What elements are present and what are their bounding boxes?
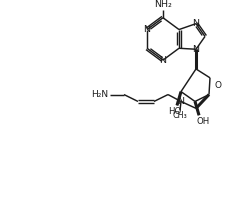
Text: N: N [177,97,184,106]
Text: N: N [192,45,200,54]
Text: HO: HO [168,107,182,116]
Text: H₂N: H₂N [91,90,109,99]
Text: N: N [160,56,167,65]
Text: CH₃: CH₃ [173,111,187,120]
Text: NH₂: NH₂ [154,0,172,9]
Text: O: O [215,81,222,90]
Text: OH: OH [196,117,210,126]
Text: N: N [192,19,200,28]
Text: N: N [144,25,150,34]
